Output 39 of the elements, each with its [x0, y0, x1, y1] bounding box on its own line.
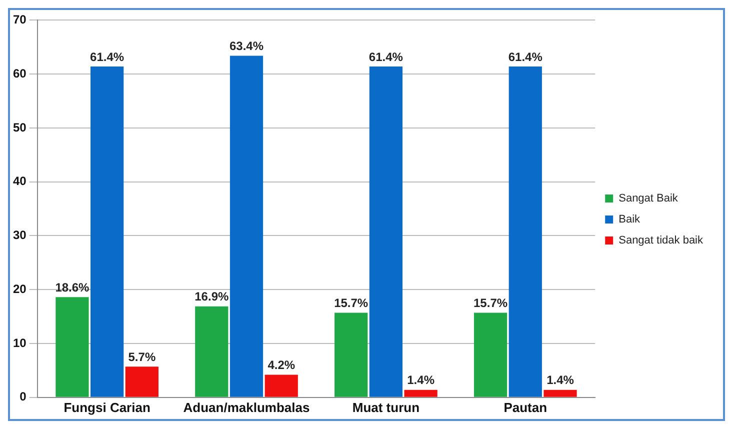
data-label: 15.7% [334, 296, 368, 310]
data-label: 4.2% [268, 358, 296, 372]
data-label: 1.4% [407, 373, 435, 388]
y-tick-label: 50 [12, 120, 27, 134]
x-tick-label: Pautan [504, 400, 548, 415]
bar [508, 66, 542, 397]
bar [125, 366, 158, 397]
data-label: 61.4% [90, 50, 124, 64]
legend-label: Baik [618, 214, 641, 226]
y-tick-label: 40 [12, 174, 27, 188]
data-label: 63.4% [229, 39, 264, 54]
y-tick-label: 30 [12, 228, 27, 242]
x-tick-label: Fungsi Carian [64, 400, 150, 415]
bar [90, 66, 124, 397]
bar [195, 306, 228, 397]
bar [334, 312, 368, 397]
y-tick-label: 0 [20, 390, 27, 404]
bar [369, 66, 403, 397]
data-label: 18.6% [55, 280, 90, 294]
y-tick-label: 20 [12, 282, 27, 296]
legend-label: Sangat Baik [618, 192, 678, 205]
bar [230, 56, 264, 397]
data-label: 1.4% [546, 373, 574, 388]
y-tick-label: 60 [12, 66, 27, 80]
y-tick-label: 70 [12, 12, 27, 27]
bar [56, 297, 89, 397]
legend-label: Sangat tidak baik [618, 234, 704, 247]
data-label: 15.7% [474, 296, 508, 310]
bar [544, 390, 577, 397]
bar [404, 390, 438, 397]
y-tick-label: 10 [12, 336, 27, 350]
x-tick-label: Muat turun [352, 400, 420, 415]
bar [264, 374, 298, 397]
data-label: 61.4% [508, 50, 543, 64]
data-label: 5.7% [128, 350, 156, 364]
x-tick-label: Aduan/maklumbalas [183, 400, 310, 415]
data-label: 16.9% [194, 290, 229, 304]
bar [474, 312, 508, 397]
data-label: 61.4% [368, 50, 404, 64]
